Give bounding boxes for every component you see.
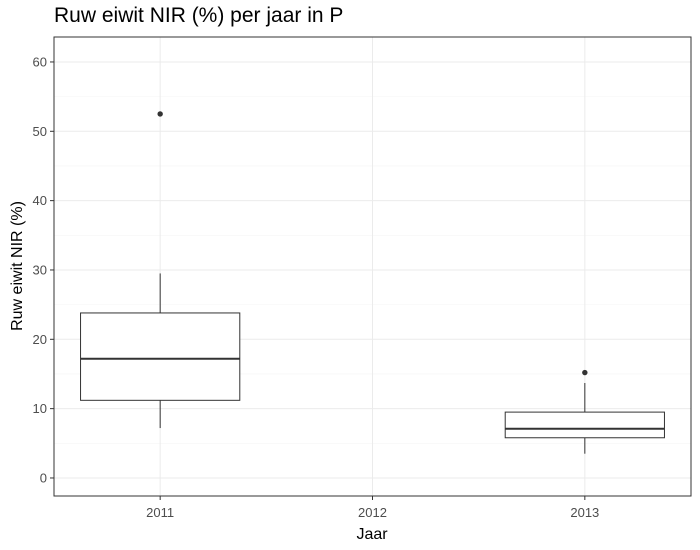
box-iqr — [80, 312, 241, 401]
box-iqr — [504, 411, 665, 439]
box-2013 — [504, 369, 665, 454]
y-axis-title: Ruw eiwit NIR (%) — [9, 201, 26, 331]
y-tick-label: 10 — [33, 401, 47, 416]
y-axis: 0 10 20 30 40 50 60 — [33, 54, 54, 485]
x-tick-label: 2011 — [146, 505, 174, 520]
y-tick-label: 0 — [40, 470, 47, 485]
y-tick-label: 30 — [33, 262, 47, 277]
y-tick-label: 20 — [33, 332, 47, 347]
y-tick-label: 50 — [33, 124, 47, 139]
x-tick-label: 2012 — [358, 505, 387, 520]
y-tick-label: 40 — [33, 193, 47, 208]
x-axis: 2011 2012 2013 — [146, 496, 599, 520]
x-axis-title: Jaar — [356, 526, 388, 543]
x-tick-label: 2013 — [570, 505, 599, 520]
box-series — [80, 111, 665, 454]
y-tick-label: 60 — [33, 54, 47, 69]
box-2011 — [80, 111, 241, 429]
outlier-point — [582, 369, 588, 376]
chart-title: Ruw eiwit NIR (%) per jaar in P — [54, 4, 344, 27]
outlier-point — [157, 111, 163, 117]
